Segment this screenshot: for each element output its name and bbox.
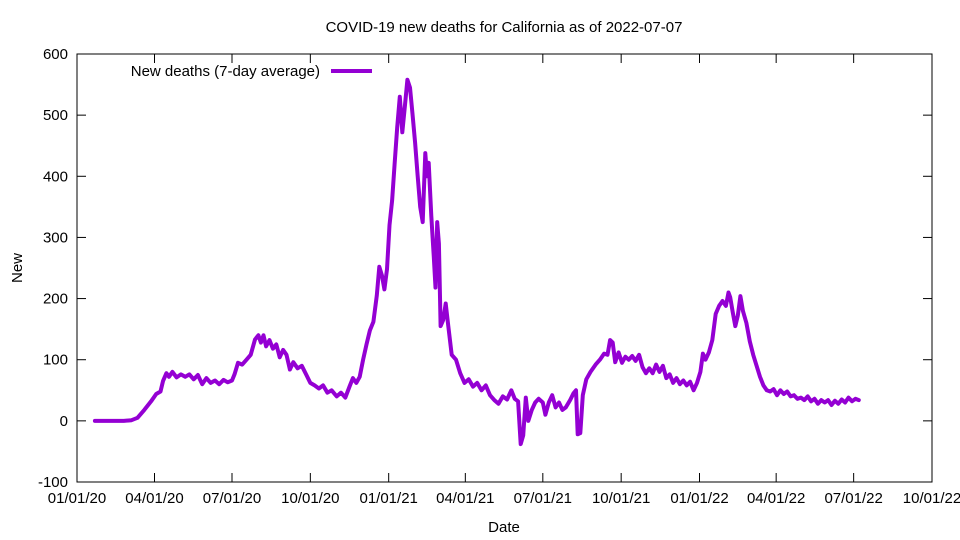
x-tick-label: 07/01/20: [203, 490, 261, 507]
y-tick-label: 400: [43, 168, 68, 185]
x-axis: 01/01/20 04/01/20 07/01/20 10/01/20 01/01/21…: [48, 54, 960, 507]
y-tick-label: 200: [43, 291, 68, 308]
x-axis-label: Date: [488, 519, 520, 536]
series-layer: [92, 77, 861, 447]
chart-title: COVID-19 new deaths for California as of…: [326, 19, 683, 36]
x-tick-label: 01/01/22: [670, 490, 728, 507]
y-axis-label: New: [9, 253, 26, 283]
x-tick-label: 01/01/20: [48, 490, 106, 507]
y-tick-label: 100: [43, 352, 68, 369]
plot-frame: [76, 53, 933, 483]
x-tick-label: 07/01/22: [824, 490, 882, 507]
x-tick-label: 04/01/20: [125, 490, 183, 507]
x-tick-label: 10/01/20: [281, 490, 339, 507]
legend-label: New deaths (7-day average): [131, 63, 320, 80]
y-tick-label: 300: [43, 229, 68, 246]
legend: New deaths (7-day average): [131, 63, 372, 80]
y-tick-label: -100: [38, 474, 68, 491]
x-tick-label: 07/01/21: [514, 490, 572, 507]
y-tick-label: 500: [43, 107, 68, 124]
y-tick-label: 600: [43, 46, 68, 63]
y-axis: -100 0 100 200 300 400 500 600: [38, 46, 932, 491]
x-tick-label: 04/01/21: [436, 490, 494, 507]
y-tick-label: 0: [60, 413, 68, 430]
x-tick-label: 04/01/22: [747, 490, 805, 507]
x-tick-label: 10/01/21: [592, 490, 650, 507]
x-tick-label: 10/01/22: [903, 490, 960, 507]
x-tick-label: 01/01/21: [359, 490, 417, 507]
series-line: [92, 77, 861, 447]
